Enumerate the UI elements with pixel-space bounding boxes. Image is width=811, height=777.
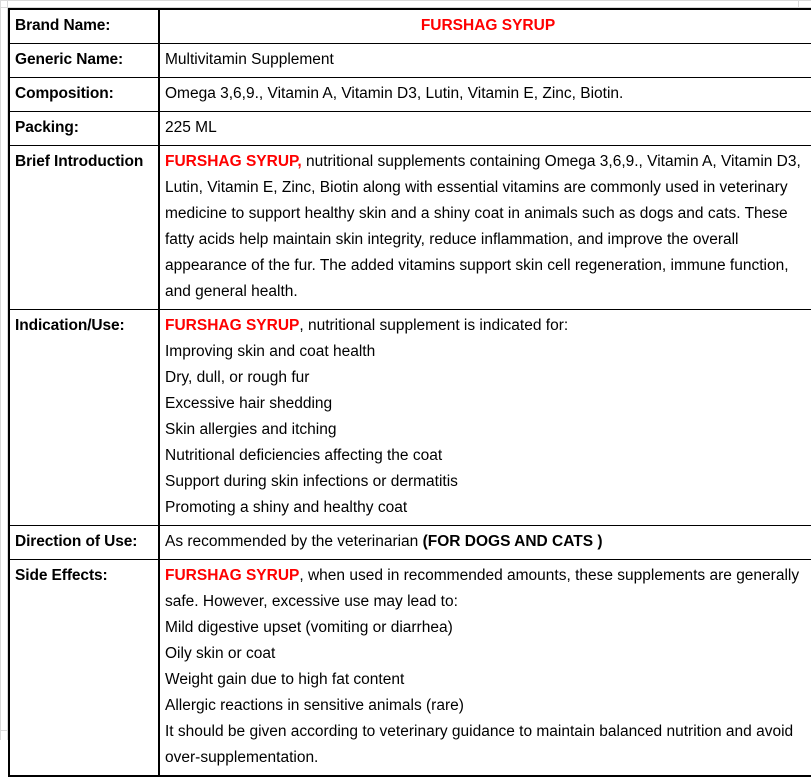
indication-lead-tail: , nutritional supplement is indicated fo… (299, 317, 569, 334)
list-item: Oily skin or coat (165, 645, 276, 662)
row-value-generic-name: Multivitamin Supplement (158, 43, 811, 78)
table-row-side-effects: Side Effects: FURSHAG SYRUP, when used i… (8, 559, 811, 777)
table-row-brief-introduction: Brief Introduction FURSHAG SYRUP, nutrit… (8, 145, 811, 310)
list-item: Weight gain due to high fat content (165, 671, 405, 688)
grid-line (0, 0, 811, 1)
grid-line (0, 0, 1, 740)
grid-line (0, 7, 811, 8)
table-row-generic-name: Generic Name: Multivitamin Supplement (8, 43, 811, 78)
side-effects-lead: FURSHAG SYRUP, when used in recommended … (165, 563, 811, 615)
row-label-packing: Packing: (8, 111, 160, 146)
direction-text: As recommended by the veterinarian (165, 533, 423, 550)
indication-lead: FURSHAG SYRUP, nutritional supplement is… (165, 313, 811, 339)
direction-emphasis: (FOR DOGS AND CATS ) (422, 533, 603, 550)
row-label-side-effects: Side Effects: (8, 559, 160, 777)
list-item: Allergic reactions in sensitive animals … (165, 697, 464, 714)
row-label-brief-introduction: Brief Introduction (8, 145, 160, 310)
row-label-composition: Composition: (8, 77, 160, 112)
brief-introduction-body: nutritional supplements containing Omega… (165, 153, 801, 300)
brand-mention: FURSHAG SYRUP (165, 567, 300, 584)
row-value-packing: 225 ML (158, 111, 811, 146)
table-row-indication: Indication/Use: FURSHAG SYRUP, nutrition… (8, 309, 811, 526)
row-value-side-effects: FURSHAG SYRUP, when used in recommended … (158, 559, 811, 777)
row-label-indication: Indication/Use: (8, 309, 160, 526)
side-effects-lead-tail: , when used in recommended amounts, thes… (165, 567, 800, 610)
table-row-packing: Packing: 225 ML (8, 111, 811, 146)
row-label-generic-name: Generic Name: (8, 43, 160, 78)
list-item: Excessive hair shedding (165, 395, 333, 412)
product-information-table: Brand Name: FURSHAG SYRUP Generic Name: … (8, 8, 811, 777)
row-value-composition: Omega 3,6,9., Vitamin A, Vitamin D3, Lut… (158, 77, 811, 112)
list-item: Promoting a shiny and healthy coat (165, 499, 408, 516)
grid-line (7, 0, 8, 740)
row-value-indication: FURSHAG SYRUP, nutritional supplement is… (158, 309, 811, 526)
row-value-direction-of-use: As recommended by the veterinarian (FOR … (158, 525, 811, 560)
row-label-brand-name: Brand Name: (8, 8, 160, 44)
list-item: Dry, dull, or rough fur (165, 369, 310, 386)
brand-mention: FURSHAG SYRUP (165, 317, 300, 334)
list-item: Support during skin infections or dermat… (165, 473, 458, 490)
side-effects-closing: It should be given according to veterina… (165, 723, 794, 766)
product-title: FURSHAG SYRUP (158, 8, 811, 44)
list-item: Skin allergies and itching (165, 421, 337, 438)
table-row-composition: Composition: Omega 3,6,9., Vitamin A, Vi… (8, 77, 811, 112)
brand-mention: FURSHAG SYRUP, (165, 153, 302, 170)
table-row-direction-of-use: Direction of Use: As recommended by the … (8, 525, 811, 560)
list-item: Improving skin and coat health (165, 343, 376, 360)
table-row-brand-name: Brand Name: FURSHAG SYRUP (8, 8, 811, 44)
row-value-brief-introduction: FURSHAG SYRUP, nutritional supplements c… (158, 145, 811, 310)
list-item: Nutritional deficiencies affecting the c… (165, 447, 443, 464)
list-item: Mild digestive upset (vomiting or diarrh… (165, 619, 453, 636)
row-label-direction-of-use: Direction of Use: (8, 525, 160, 560)
